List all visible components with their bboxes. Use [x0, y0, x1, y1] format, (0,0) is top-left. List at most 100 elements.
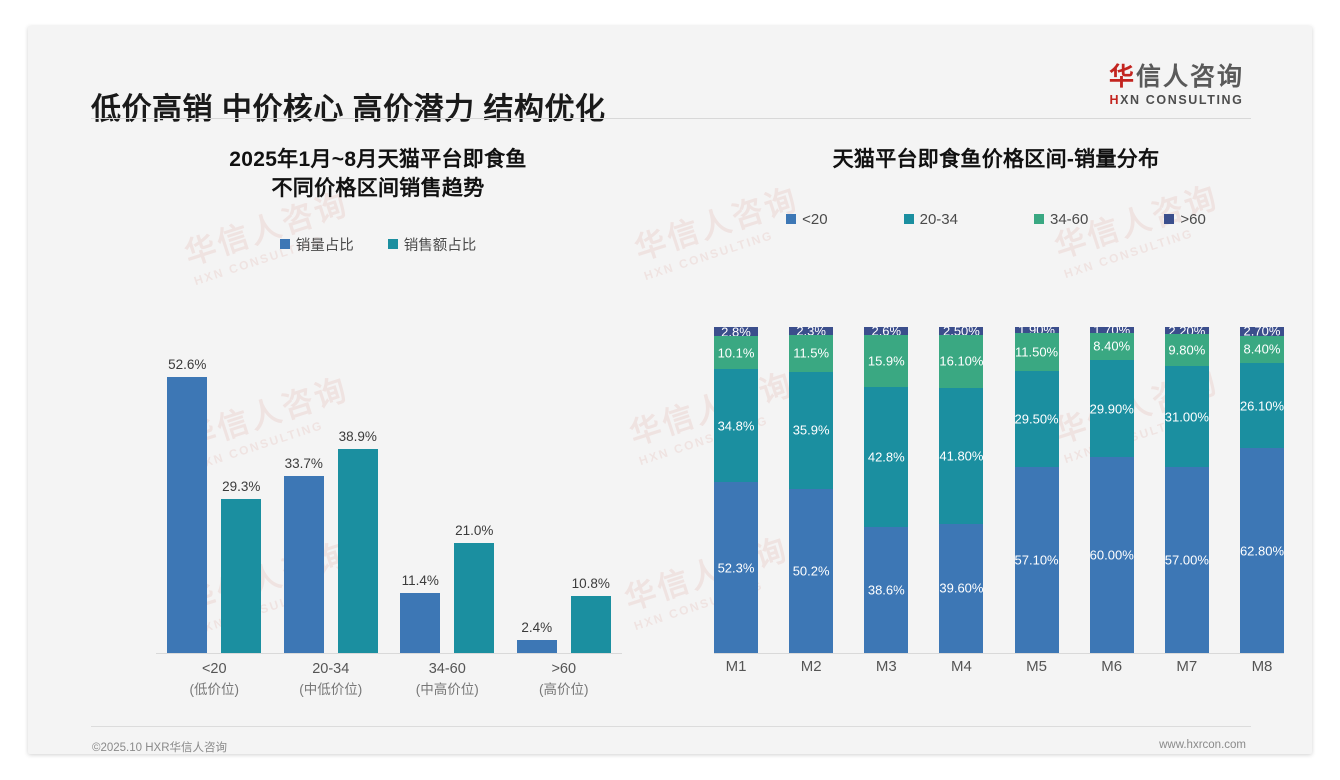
segment-value-label: 29.90% — [1089, 401, 1134, 417]
stack-segment-under-20[interactable]: 57.00% — [1165, 467, 1209, 653]
stack-segment-20-34[interactable]: 35.9% — [789, 371, 834, 489]
segment-value-label: 16.10% — [939, 353, 984, 369]
legend-item-34-60[interactable]: 34-60 — [1034, 211, 1088, 228]
month-tick-label: M4 — [951, 658, 972, 675]
stack-segment-34-60[interactable]: 16.10% — [939, 335, 984, 388]
stacked-bar[interactable]: 2.50% 16.10% 41.80% 39.60% — [939, 324, 984, 654]
bar[interactable] — [337, 449, 378, 653]
segment-value-label: 2.70% — [1243, 323, 1281, 339]
bar[interactable] — [400, 593, 441, 653]
bar-column[interactable]: 10.8% — [570, 324, 611, 653]
legend-label: 34-60 — [1050, 210, 1089, 228]
stack-segment-under-20[interactable]: 62.80% — [1240, 448, 1284, 653]
slide-header: 低价高销 中价核心 高价潜力 结构优化 华信人咨询 HXN CONSULTING — [28, 26, 1312, 126]
bar-column[interactable]: 38.9% — [337, 324, 378, 653]
legend-item-under-20[interactable]: <20 — [786, 211, 828, 228]
stack-segment-34-60[interactable]: 9.80% — [1164, 334, 1209, 367]
x-axis-tick-label: >60 (高价位) — [508, 658, 620, 701]
stack-segment-34-60[interactable]: 11.5% — [789, 334, 834, 372]
legend-swatch-icon — [1034, 214, 1044, 225]
page-title: 低价高销 中价核心 高价潜力 结构优化 — [91, 93, 606, 126]
segment-value-label: 11.5% — [793, 345, 830, 361]
bar[interactable] — [570, 596, 611, 653]
segment-value-label: 34.8% — [717, 418, 755, 434]
left-chart-x-labels: <20 (低价位) 20-34 (中低价位) 34-60 (中高价位) >60 … — [156, 658, 622, 701]
legend-item-sales-amount[interactable]: 销售额占比 — [387, 234, 477, 255]
bar-value-label: 29.3% — [222, 479, 261, 494]
footer-website: www.hxrcon.com — [1159, 739, 1246, 751]
stack-segment-under-20[interactable]: 39.60% — [939, 523, 983, 654]
left-chart-title: 2025年1月~8月天猫平台即食鱼 不同价格区间销售趋势 — [68, 146, 688, 204]
stack-segment-over-60[interactable]: 2.8% — [714, 324, 758, 340]
segment-value-label: 2.6% — [871, 323, 902, 339]
chart-panel-right: 天猫平台即食鱼价格区间-销量分布 <20 20-34 34-60 >60 — [696, 146, 1296, 716]
stacked-bar[interactable]: 2.70% 8.40% 26.10% 62.80% — [1239, 323, 1284, 653]
legend-label: 销量占比 — [295, 237, 354, 254]
stack-segment-over-60[interactable]: 2.70% — [1239, 323, 1284, 339]
month-tick-label: M8 — [1251, 658, 1273, 675]
stack-segment-34-60[interactable]: 10.1% — [714, 336, 758, 370]
stacked-bar[interactable]: 2.8% 10.1% 34.8% 52.3% — [714, 324, 758, 653]
stack-segment-20-34[interactable]: 34.8% — [714, 369, 758, 483]
bar[interactable] — [454, 543, 495, 653]
bar-column[interactable]: 52.6% — [167, 324, 208, 653]
month-tick-label: M5 — [1026, 658, 1047, 675]
stacked-bar[interactable]: 2.6% 15.9% 42.8% 38.6% — [864, 324, 909, 653]
bar[interactable] — [516, 640, 557, 653]
bar[interactable] — [221, 499, 262, 653]
x-tick-sub: (低价位) — [189, 682, 240, 698]
stack-segment-20-34[interactable]: 29.50% — [1015, 370, 1059, 467]
bar-column[interactable]: 21.0% — [454, 324, 495, 653]
stacked-bar[interactable]: 2.20% 9.80% 31.00% 57.00% — [1164, 323, 1209, 653]
bar-column[interactable]: 11.4% — [400, 324, 441, 653]
stack-segment-34-60[interactable]: 15.9% — [864, 335, 909, 388]
stack-segment-under-20[interactable]: 50.2% — [789, 488, 834, 653]
segment-value-label: 11.50% — [1014, 344, 1059, 360]
bar-value-label: 52.6% — [168, 357, 207, 372]
logo-english-text: HXN CONSULTING — [1109, 93, 1244, 107]
stack-segment-over-60[interactable]: 2.6% — [864, 324, 909, 339]
stack-segment-34-60[interactable]: 8.40% — [1089, 332, 1134, 360]
bar-column[interactable]: 33.7% — [283, 324, 324, 653]
stacked-bar[interactable]: 1.90% 11.50% 29.50% 57.10% — [1014, 323, 1059, 653]
stack-segment-20-34[interactable]: 26.10% — [1240, 363, 1284, 449]
bar-column[interactable]: 29.3% — [221, 324, 262, 653]
stack-segment-under-20[interactable]: 57.10% — [1015, 466, 1059, 653]
stack-segment-over-60[interactable]: 2.50% — [939, 324, 984, 339]
bar[interactable] — [283, 476, 324, 653]
stack-segment-34-60[interactable]: 11.50% — [1014, 333, 1059, 371]
segment-value-label: 50.2% — [792, 563, 830, 579]
stack-segment-over-60[interactable]: 2.3% — [789, 323, 834, 338]
stack-segment-34-60[interactable]: 8.40% — [1239, 335, 1284, 364]
stack-segment-under-20[interactable]: 38.6% — [864, 526, 909, 653]
bar-value-label: 21.0% — [455, 523, 494, 538]
stack-segment-under-20[interactable]: 52.3% — [714, 482, 758, 653]
bar-value-label: 11.4% — [401, 573, 439, 588]
stacked-bar[interactable]: 1.70% 8.40% 29.90% 60.00% — [1089, 322, 1134, 653]
right-chart-x-labels: M1 M2 M3 M4 M5 M6 M7 M8 — [714, 658, 1284, 675]
legend-label: 销售额占比 — [403, 237, 477, 254]
bar-column[interactable]: 2.4% — [516, 324, 557, 653]
segment-value-label: 41.80% — [939, 448, 984, 464]
segment-value-label: 2.8% — [721, 324, 751, 340]
stack-segment-20-34[interactable]: 41.80% — [939, 387, 984, 524]
company-logo: 华信人咨询 HXN CONSULTING — [1109, 64, 1244, 107]
slide: 华信人咨询 HXN CONSULTING 华信人咨询 HXN CONSULTIN… — [28, 26, 1312, 754]
x-tick-sub: (中低价位) — [299, 682, 363, 698]
bar-group: 11.4% 21.0% — [391, 324, 503, 653]
stack-segment-over-60[interactable]: 2.20% — [1164, 323, 1209, 338]
legend-item-over-60[interactable]: >60 — [1164, 211, 1206, 228]
x-tick-sub: (高价位) — [539, 682, 589, 698]
stack-segment-under-20[interactable]: 60.00% — [1090, 457, 1134, 653]
stack-segment-20-34[interactable]: 29.90% — [1089, 359, 1134, 458]
segment-value-label: 57.00% — [1164, 552, 1209, 568]
bar-group: 2.4% 10.8% — [508, 324, 620, 653]
left-chart-bar-groups: 52.6% 29.3% 33.7% 38.9% — [156, 324, 622, 653]
stacked-bar[interactable]: 2.3% 11.5% 35.9% 50.2% — [789, 323, 834, 653]
legend-item-20-34[interactable]: 20-34 — [903, 211, 958, 228]
segment-value-label: 31.00% — [1164, 409, 1209, 425]
bar[interactable] — [167, 377, 208, 653]
legend-item-sales-volume[interactable]: 销量占比 — [279, 234, 354, 255]
stack-segment-20-34[interactable]: 42.8% — [864, 387, 909, 527]
stack-segment-20-34[interactable]: 31.00% — [1164, 366, 1209, 468]
